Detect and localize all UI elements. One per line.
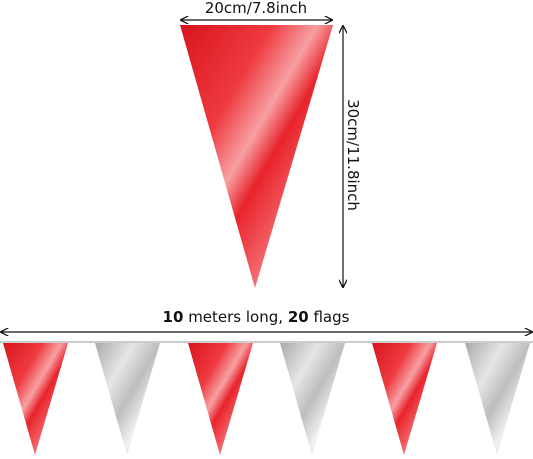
flag-silver (465, 343, 530, 455)
width-label: 20cm/7.8inch (205, 0, 307, 17)
height-label: 30cm/11.8inch (344, 99, 362, 211)
flag-count: 20 (288, 308, 309, 326)
length-number: 10 (163, 308, 184, 326)
length-text: meters long, (183, 308, 287, 326)
flag-red (188, 343, 253, 455)
flag-red (372, 343, 437, 455)
flag-large (180, 25, 333, 288)
flag-red (3, 343, 68, 455)
flag-silver (95, 343, 160, 455)
flag-silver (280, 343, 345, 455)
length-label: 10 meters long, 20 flags (163, 308, 350, 326)
flag-text: flags (309, 308, 350, 326)
